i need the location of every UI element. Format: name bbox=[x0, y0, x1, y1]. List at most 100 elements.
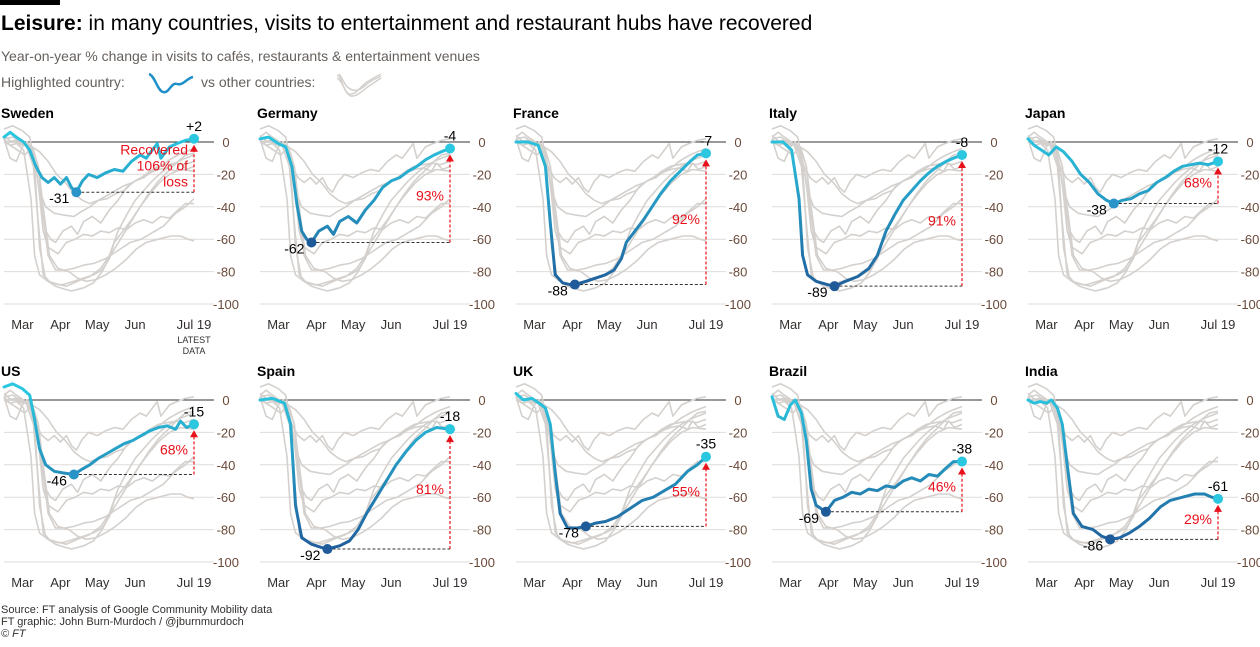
y-tick-label: -100 bbox=[469, 297, 495, 312]
footer: Source: FT analysis of Google Community … bbox=[1, 604, 272, 640]
trough-label: -89 bbox=[807, 284, 827, 300]
trough-marker bbox=[829, 281, 840, 292]
y-tick-label: -20 bbox=[729, 167, 748, 182]
trough-label: -88 bbox=[548, 283, 568, 299]
x-tick-label: Apr bbox=[1074, 575, 1095, 590]
y-tick-label: -80 bbox=[473, 523, 492, 538]
recovery-label: 46% bbox=[928, 479, 956, 495]
highlighted-country-line bbox=[258, 135, 452, 244]
latest-label: -61 bbox=[1208, 478, 1228, 494]
panel-title: Brazil bbox=[769, 363, 807, 379]
y-tick-label: 0 bbox=[478, 393, 485, 408]
x-tick-label: Jul 19 bbox=[1201, 575, 1236, 590]
other-country-line bbox=[1028, 141, 1219, 287]
recovery-label: 55% bbox=[672, 484, 700, 500]
y-tick-label: 0 bbox=[990, 135, 997, 150]
y-tick-label: -20 bbox=[985, 425, 1004, 440]
recovery-label: loss bbox=[163, 173, 188, 189]
recovery-arrowhead bbox=[702, 159, 710, 167]
y-tick-label: -60 bbox=[729, 232, 748, 247]
y-tick-label: -100 bbox=[469, 555, 495, 570]
y-tick-label: -20 bbox=[217, 167, 236, 182]
y-tick-label: -60 bbox=[985, 490, 1004, 505]
panel-title: Spain bbox=[257, 363, 295, 379]
trough-label: -69 bbox=[799, 510, 819, 526]
latest-marker bbox=[957, 456, 967, 467]
x-tick-label: Mar bbox=[1035, 317, 1058, 332]
latest-label: -35 bbox=[696, 436, 716, 452]
latest-marker bbox=[701, 148, 711, 159]
x-tick-label: Apr bbox=[818, 575, 839, 590]
recovery-arrowhead bbox=[1214, 504, 1222, 512]
x-tick-label: Mar bbox=[267, 317, 290, 332]
copyright: © FT bbox=[1, 628, 26, 640]
other-country-line bbox=[3, 141, 195, 283]
x-tick-label: Jun bbox=[893, 317, 914, 332]
other-country-line bbox=[259, 383, 451, 476]
latest-label: -12 bbox=[1208, 140, 1228, 156]
trough-label: -38 bbox=[1087, 202, 1107, 218]
x-tick-label: May bbox=[597, 317, 622, 332]
other-country-line bbox=[771, 397, 963, 550]
panel-japan: Japan 0 -20 -40 -60 -80 -100 Mar Apr May Jun Jul 19… bbox=[1025, 105, 1260, 332]
y-tick-label: -80 bbox=[729, 265, 748, 280]
title-rest: in many countries, visits to entertainme… bbox=[82, 12, 813, 35]
panel-title: France bbox=[513, 105, 559, 121]
latest-marker bbox=[445, 424, 455, 435]
panel-germany: Germany 0 -20 -40 -60 -80 -100 Mar Apr May Jun Jul … bbox=[257, 105, 495, 332]
chart-title: Leisure: in many countries, visits to en… bbox=[1, 12, 812, 36]
y-tick-label: -20 bbox=[473, 425, 492, 440]
panel-uk: UK 0 -20 -40 -60 -80 -100 Mar Apr May Jun Jul 19 -78… bbox=[513, 363, 751, 590]
panel-us: US 0 -20 -40 -60 -80 -100 Mar Apr May Jun Jul 19 -46… bbox=[1, 363, 239, 590]
y-tick-label: -100 bbox=[725, 555, 751, 570]
y-tick-label: -80 bbox=[1241, 523, 1260, 538]
recovery-label: Recovered bbox=[120, 141, 188, 157]
latest-label: -18 bbox=[440, 408, 460, 424]
x-tick-label: Jun bbox=[125, 317, 146, 332]
y-tick-label: -100 bbox=[725, 297, 751, 312]
y-tick-label: 0 bbox=[990, 393, 997, 408]
latest-marker bbox=[189, 419, 199, 430]
latest-label: -4 bbox=[444, 127, 457, 143]
latest-marker bbox=[189, 133, 199, 144]
y-tick-label: -60 bbox=[985, 232, 1004, 247]
other-country-line bbox=[1027, 125, 1219, 218]
other-country-line bbox=[515, 399, 707, 541]
x-tick-label: Mar bbox=[523, 575, 546, 590]
other-country-line bbox=[3, 399, 195, 541]
y-tick-label: -40 bbox=[985, 458, 1004, 473]
x-tick-label: May bbox=[853, 575, 878, 590]
highlighted-country-line bbox=[2, 130, 196, 194]
y-tick-label: 0 bbox=[478, 135, 485, 150]
y-tick-label: -100 bbox=[981, 297, 1007, 312]
trough-label: -92 bbox=[300, 547, 320, 563]
trough-marker bbox=[580, 521, 591, 532]
graphic-credit: FT graphic: John Burn-Murdoch / @jburnmu… bbox=[1, 616, 244, 628]
x-tick-label: Mar bbox=[11, 317, 34, 332]
panel-title: UK bbox=[513, 363, 533, 379]
latest-label: -38 bbox=[952, 441, 972, 457]
x-tick-label: Apr bbox=[50, 575, 71, 590]
panel-brazil: Brazil 0 -20 -40 -60 -80 -100 Mar Apr May Jun Jul 1… bbox=[769, 363, 1007, 590]
recovery-label: 91% bbox=[928, 213, 956, 229]
x-tick-label: May bbox=[1109, 317, 1134, 332]
y-tick-label: -40 bbox=[473, 200, 492, 215]
panel-title: India bbox=[1025, 363, 1058, 379]
latest-marker bbox=[1213, 493, 1223, 504]
recovery-arrowhead bbox=[446, 435, 454, 443]
latest-label: +2 bbox=[186, 118, 202, 134]
panel-sweden: Sweden 0 -20 -40 -60 -80 -100 Mar Apr May Jun Jul 1… bbox=[1, 105, 239, 356]
panel-title: Sweden bbox=[1, 105, 54, 121]
other-country-line bbox=[3, 139, 195, 292]
y-tick-label: 0 bbox=[222, 393, 229, 408]
x-tick-label: Mar bbox=[267, 575, 290, 590]
other-country-line bbox=[3, 397, 195, 550]
legend-others-label: vs other countries: bbox=[201, 74, 316, 90]
y-tick-label: -80 bbox=[729, 523, 748, 538]
x-tick-label: Mar bbox=[1035, 575, 1058, 590]
trough-marker bbox=[306, 237, 317, 248]
trough-label: -78 bbox=[559, 524, 579, 540]
y-tick-label: -60 bbox=[1241, 232, 1260, 247]
y-tick-label: -20 bbox=[1241, 167, 1260, 182]
